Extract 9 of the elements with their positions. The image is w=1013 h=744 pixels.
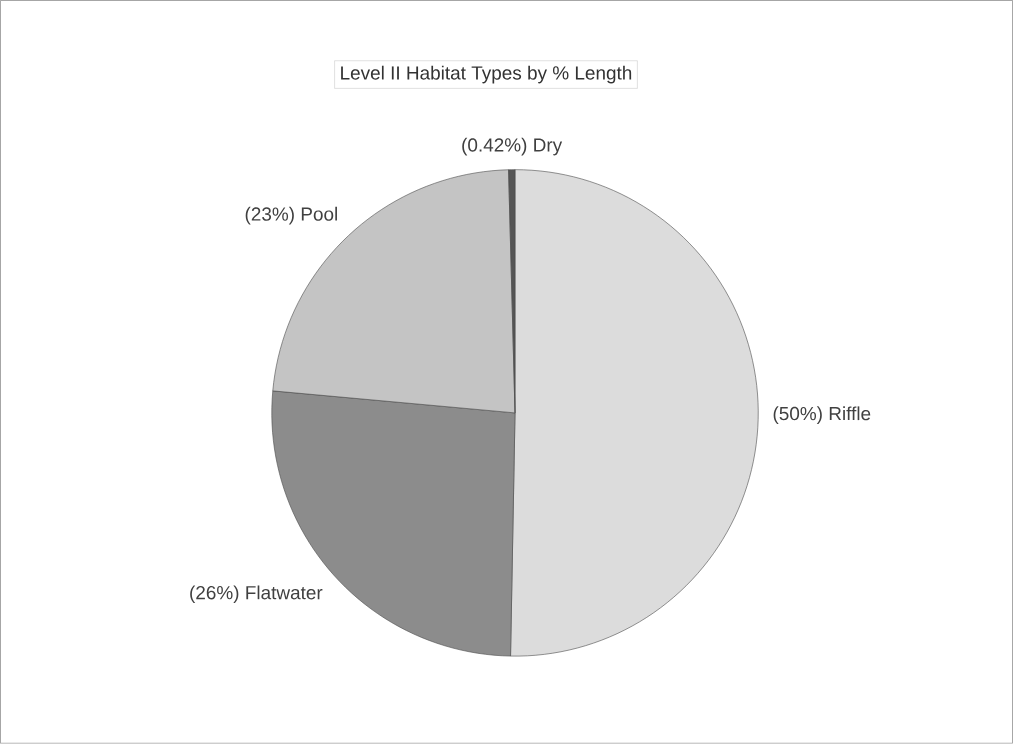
data-label: (0.42%) — [462, 137, 527, 156]
data-label: (50%) — [773, 406, 822, 425]
chart-title: Level II Habitat Types by % Length — [341, 65, 632, 84]
slice-label: Pool — [301, 206, 337, 221]
data-label: (23%) — [245, 206, 294, 225]
slice-label: Flatwater — [246, 585, 323, 600]
slice-label: Riffle — [829, 406, 871, 421]
slice-label: Dry — [534, 138, 563, 156]
data-label: (26%) — [190, 585, 239, 604]
